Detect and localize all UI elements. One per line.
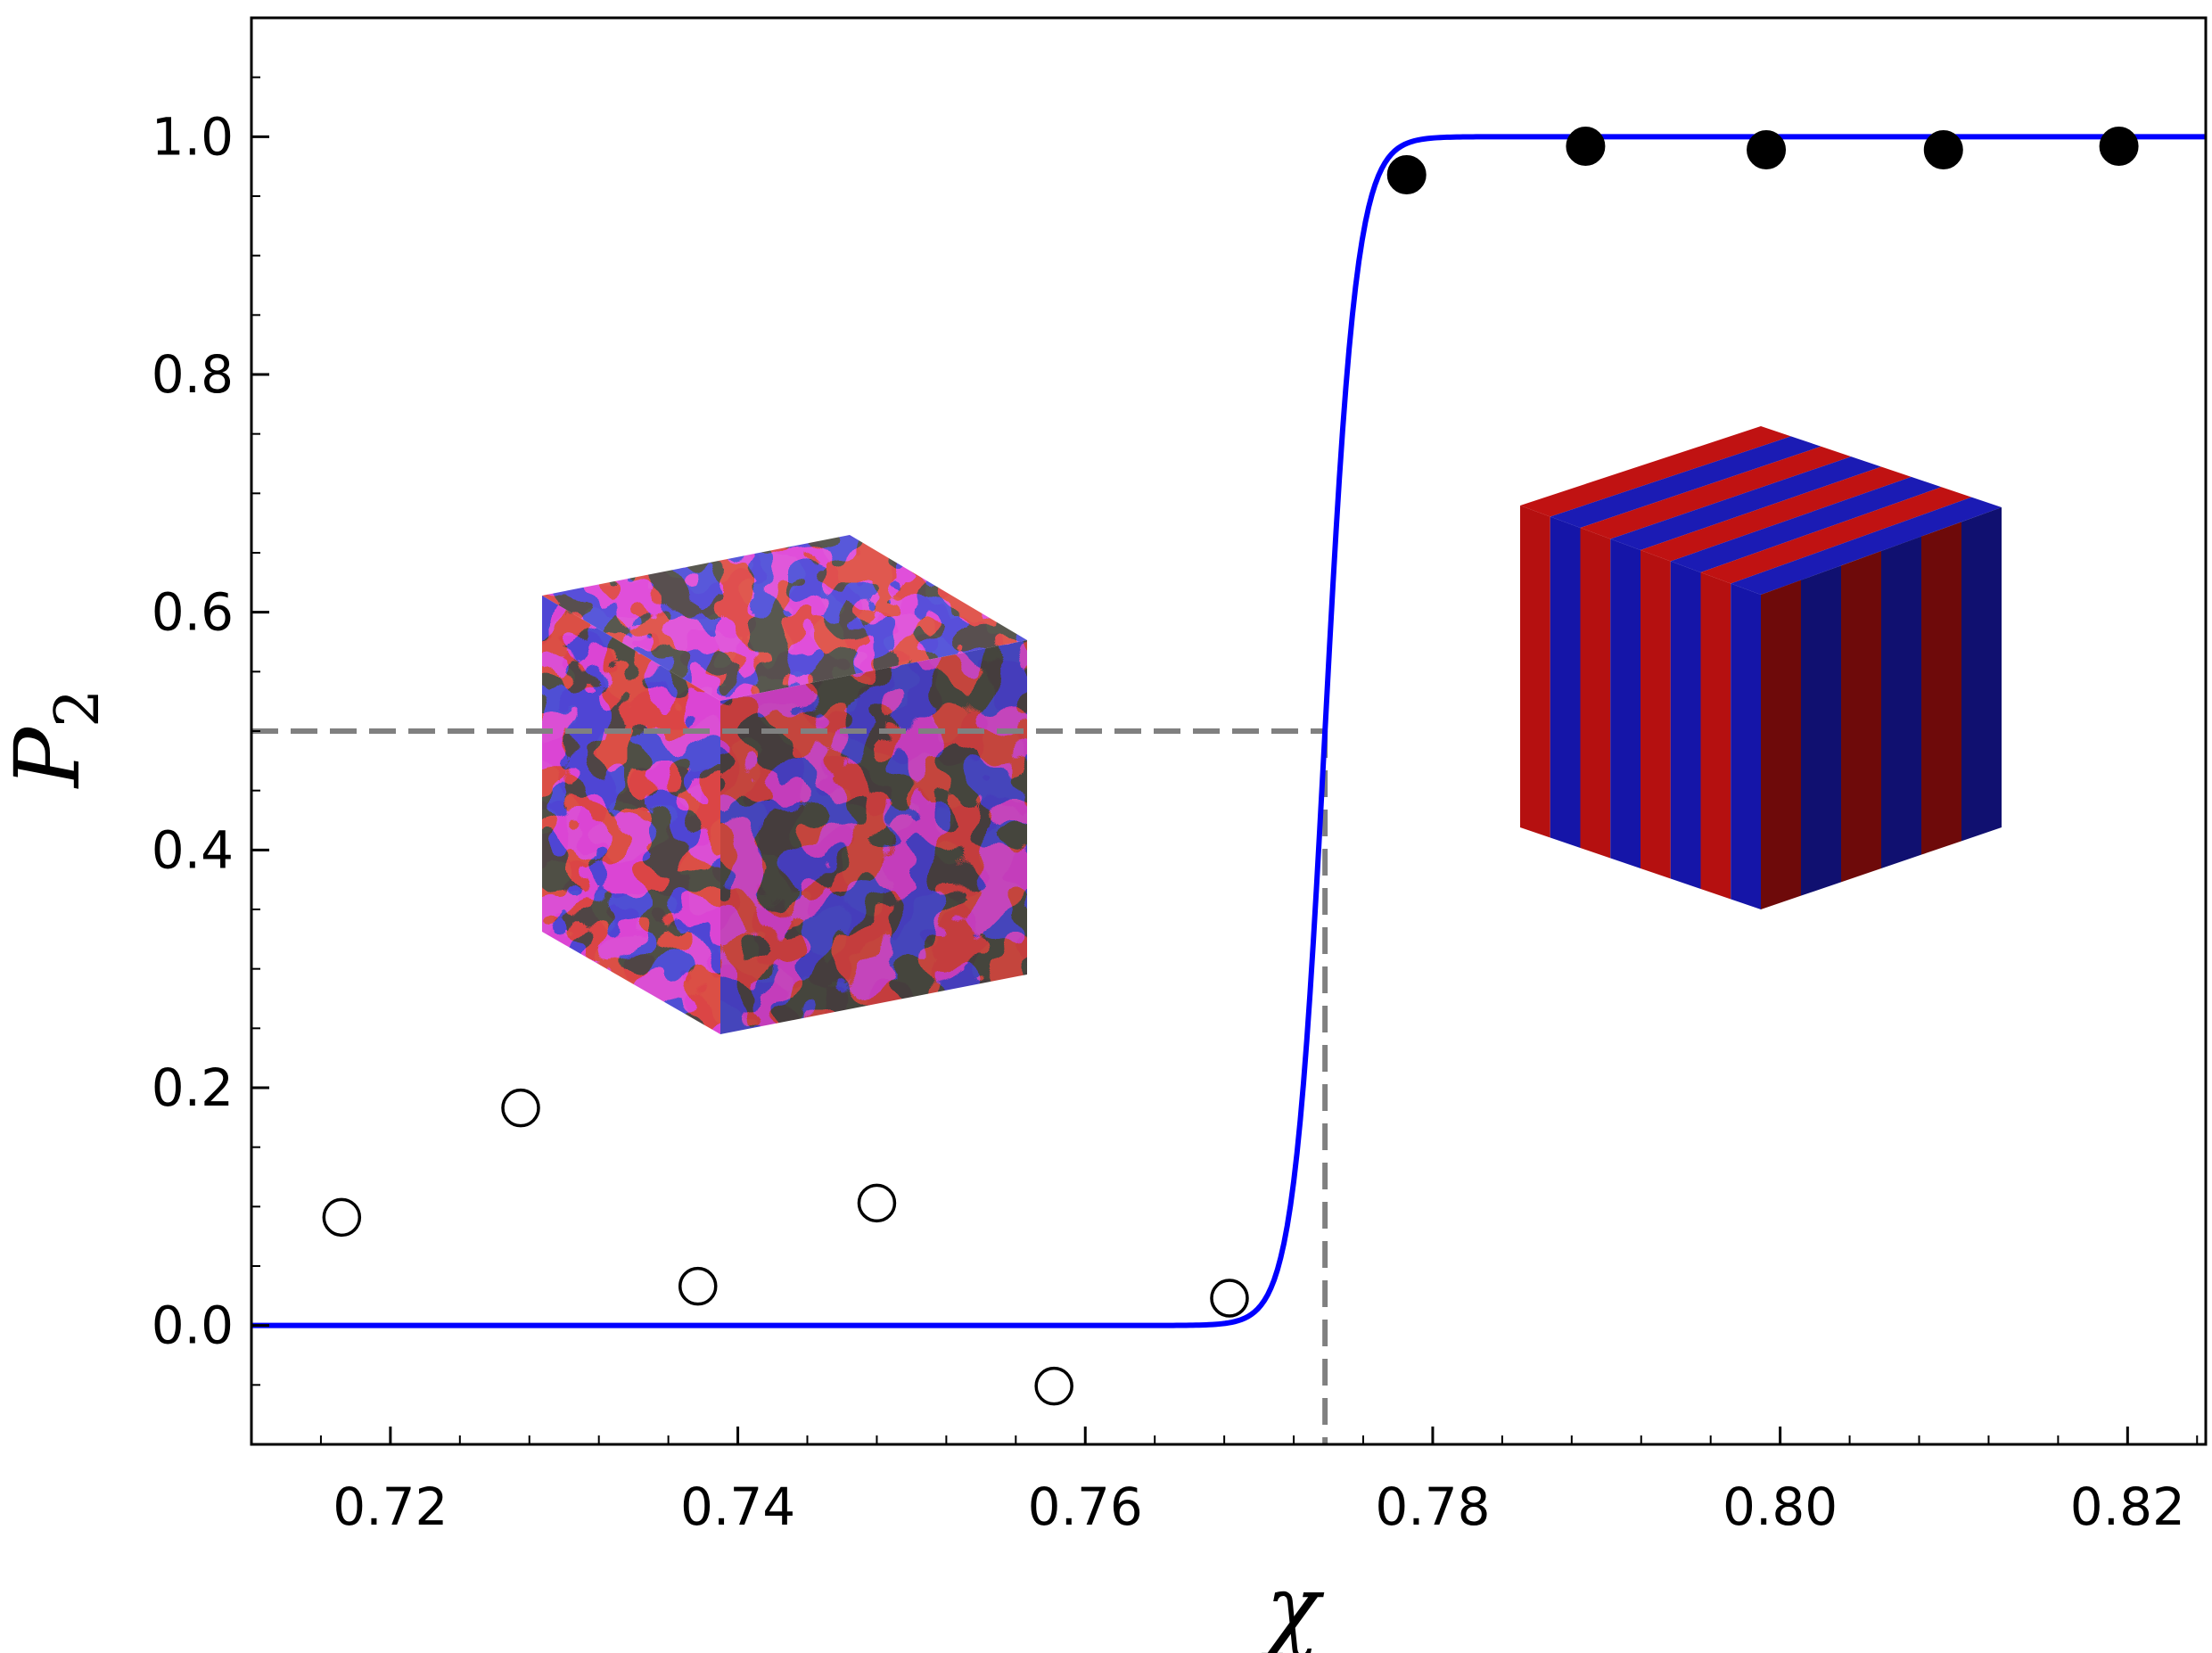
filled-circle-point bbox=[1566, 127, 1606, 166]
y-axis-label-main: P bbox=[0, 726, 100, 789]
lamellar-side-stripe bbox=[1961, 507, 2002, 842]
x-tick-label: 0.78 bbox=[1375, 1476, 1490, 1537]
lamellar-top-stripe bbox=[1640, 466, 1912, 562]
filled-circle-point bbox=[1747, 130, 1787, 169]
lamellar-top-stripe bbox=[1520, 426, 1791, 517]
lamellar-front-stripe bbox=[1610, 539, 1640, 868]
axis-ticks bbox=[251, 17, 2199, 1445]
lamellar-front-stripe bbox=[1520, 506, 1550, 838]
open-circle-point bbox=[857, 1183, 897, 1223]
x-tick-label: 0.72 bbox=[333, 1476, 448, 1537]
inset-right-top-face bbox=[1520, 426, 2002, 595]
y-tick-label: 0.8 bbox=[152, 344, 234, 405]
fit-curve bbox=[251, 134, 2206, 1328]
x-tick-label: 0.76 bbox=[1028, 1476, 1143, 1537]
inset-right-front-face bbox=[1520, 506, 1761, 909]
open-circle-point bbox=[678, 1266, 718, 1306]
inset-right-side-face bbox=[1761, 507, 2002, 909]
data-markers bbox=[322, 127, 2139, 1406]
filled-circle-point bbox=[1386, 155, 1427, 194]
lamellar-front-stripe bbox=[1670, 561, 1701, 889]
open-circle-point bbox=[1210, 1279, 1249, 1318]
lamellar-top-stripe bbox=[1610, 456, 1881, 550]
lamellar-front-stripe bbox=[1640, 550, 1671, 879]
y-tick-label: 0.4 bbox=[152, 819, 234, 880]
open-circle-point bbox=[1034, 1366, 1073, 1406]
lamellar-front-stripe bbox=[1550, 516, 1581, 848]
y-axis-label: P2 bbox=[0, 689, 113, 790]
x-tick-label: 0.74 bbox=[680, 1476, 795, 1537]
x-tick-label: 0.82 bbox=[2070, 1476, 2185, 1537]
open-circle-point bbox=[501, 1088, 540, 1128]
open-circle-point bbox=[322, 1197, 362, 1238]
lamellar-side-stripe bbox=[1761, 580, 1801, 909]
lamellar-morphology-inset bbox=[1520, 426, 2002, 909]
lamellar-side-stripe bbox=[1841, 551, 1881, 883]
lamellar-top-stripe bbox=[1700, 487, 1972, 584]
y-tick-label: 1.0 bbox=[152, 106, 234, 167]
lamellar-front-stripe bbox=[1731, 583, 1761, 909]
lamellar-side-stripe bbox=[1921, 522, 1961, 855]
lamellar-top-stripe bbox=[1731, 497, 2002, 595]
lamellar-top-stripe bbox=[1550, 436, 1821, 528]
x-tick-label: 0.80 bbox=[1723, 1476, 1838, 1537]
lamellar-side-stripe bbox=[1801, 565, 1841, 896]
axis-tick-labels: 0.72 0.74 0.76 0.78 0.80 0.82 0.0 0.2 0.4 0.6 0.8 1… bbox=[152, 106, 2185, 1537]
svg-text:P2: P2 bbox=[0, 689, 113, 790]
y-tick-label: 0.0 bbox=[152, 1295, 234, 1356]
lamellar-top-stripe bbox=[1670, 476, 1942, 572]
y-tick-label: 0.6 bbox=[152, 582, 234, 643]
filled-circle-point bbox=[1923, 130, 1963, 169]
disordered-morphology-inset bbox=[542, 535, 1027, 1034]
lamellar-top-stripe bbox=[1580, 446, 1852, 539]
lamellar-front-stripe bbox=[1580, 528, 1611, 859]
fit-curve-group bbox=[251, 134, 2206, 1328]
y-tick-label: 0.2 bbox=[152, 1057, 234, 1118]
reference-lines bbox=[251, 728, 1328, 1444]
inset-left-side-face bbox=[720, 640, 1027, 1034]
lamellar-side-stripe bbox=[1881, 536, 1921, 868]
filled-circle-point bbox=[2099, 127, 2139, 166]
x-axis-label: χ bbox=[1261, 1556, 1325, 1653]
lamellar-front-stripe bbox=[1700, 572, 1731, 900]
y-axis-label-subscript: 2 bbox=[43, 689, 113, 728]
